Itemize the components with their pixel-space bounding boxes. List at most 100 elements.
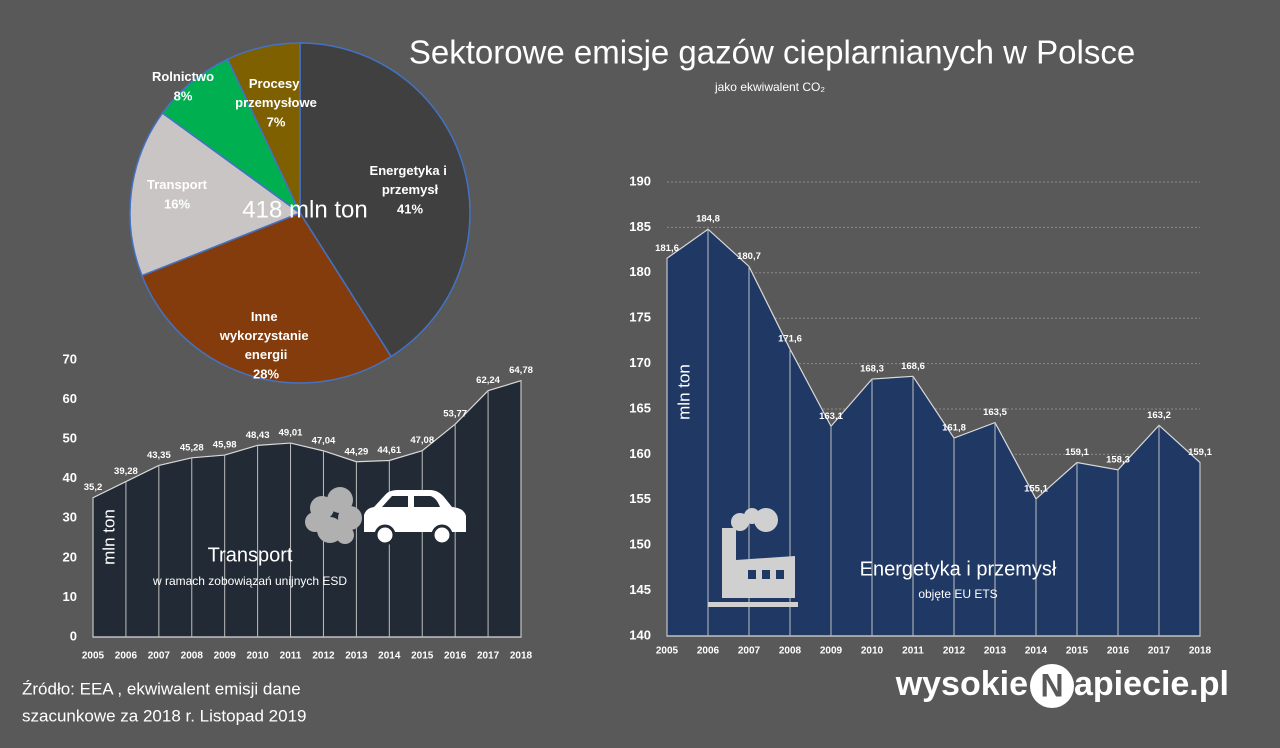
x-tick-label: 2011 [902,646,924,657]
x-tick-label: 2018 [510,651,533,662]
y-tick-label: 70 [63,351,77,366]
chart-title: Energetyka i przemysł [860,558,1057,580]
data-label: 168,3 [860,364,884,375]
data-label: 48,43 [246,430,270,441]
y-axis-label: mln ton [99,509,118,565]
x-tick-label: 2010 [861,646,884,657]
x-tick-label: 2014 [378,651,401,662]
y-tick-label: 10 [63,589,77,604]
x-tick-label: 2009 [820,646,843,657]
logo-mark: N [1040,667,1063,703]
x-tick-label: 2016 [1107,646,1130,657]
slice-value: 8% [174,88,193,103]
x-tick-label: 2016 [444,651,467,662]
x-tick-label: 2006 [115,651,138,662]
y-tick-label: 50 [63,431,77,446]
chart-subtitle: objęte EU ETS [918,587,997,601]
x-tick-label: 2017 [477,651,500,662]
x-tick-label: 2007 [738,646,761,657]
y-tick-label: 155 [629,491,651,506]
data-label: 171,6 [778,334,802,345]
data-label: 163,1 [819,411,843,422]
x-tick-label: 2005 [656,646,679,657]
factory-windows [748,570,784,579]
cloud-icon [305,487,362,544]
data-label: 49,01 [279,428,303,439]
slice-label: Procesy przemysłowe [235,76,317,110]
pie-slice [140,212,393,384]
y-tick-label: 165 [629,400,651,415]
data-label: 181,6 [655,243,679,254]
pie-slice [226,42,301,214]
x-tick-label: 2015 [411,651,434,662]
chart-subtitle: w ramach zobowiązań unijnych ESD [152,574,347,588]
data-label: 161,8 [942,423,966,434]
x-tick-label: 2009 [214,651,237,662]
slice-value: 41% [397,201,423,216]
data-label: 168,6 [901,361,925,372]
chart-title: Transport [208,544,293,566]
y-tick-label: 40 [63,470,77,485]
pie-slice [299,42,471,358]
x-tick-label: 2013 [984,646,1007,657]
data-label: 159,1 [1065,447,1089,458]
data-label: 47,04 [312,435,336,446]
x-tick-label: 2008 [779,646,802,657]
x-tick-label: 2007 [148,651,171,662]
x-tick-label: 2013 [345,651,368,662]
center-label: 418 mln ton [242,196,367,223]
y-tick-label: 140 [629,627,651,642]
data-label: 35,2 [84,482,103,493]
y-tick-label: 60 [63,391,77,406]
y-tick-label: 170 [629,355,651,370]
slice-label: Transport [147,177,208,192]
y-axis-label: mln ton [674,364,693,420]
slice-label: Rolnictwo [152,69,214,84]
data-label: 184,8 [696,214,720,225]
source-line: Źródło: EEA , ekwiwalent emisji dane [22,679,301,698]
logo-left: wysokie [895,665,1028,703]
y-tick-label: 180 [629,264,651,279]
x-tick-label: 2017 [1148,646,1171,657]
slice-label: Energetyka i przemysł [370,163,451,197]
data-label: 44,29 [344,446,368,457]
x-tick-label: 2005 [82,651,105,662]
data-label: 159,1 [1188,447,1212,458]
x-tick-label: 2010 [246,651,269,662]
y-tick-label: 30 [63,510,77,525]
logo-circle [1030,664,1074,708]
data-label: 163,5 [983,407,1007,418]
x-tick-label: 2018 [1189,646,1212,657]
logo-right: apiecie.pl [1074,665,1229,703]
main-title: Sektorowe emisje gazów cieplarnianych w … [409,34,1135,71]
data-label: 155,1 [1024,483,1048,494]
data-label: 64,78 [509,365,533,376]
data-label: 45,28 [180,442,204,453]
slice-value: 16% [164,196,190,211]
y-tick-label: 185 [629,219,651,234]
y-tick-label: 150 [629,537,651,552]
data-label: 39,28 [114,466,138,477]
data-label: 47,08 [410,435,434,446]
pie-slice [129,112,302,277]
y-tick-label: 0 [70,628,77,643]
slice-value: 28% [253,366,279,381]
data-label: 180,7 [737,251,761,262]
x-tick-label: 2015 [1066,646,1089,657]
x-tick-label: 2012 [943,646,966,657]
x-tick-label: 2008 [181,651,204,662]
slice-value: 7% [267,114,286,129]
data-label: 158,3 [1106,454,1130,465]
data-label: 163,2 [1147,410,1171,421]
y-tick-label: 190 [629,173,651,188]
x-tick-label: 2006 [697,646,720,657]
data-label: 44,61 [377,445,401,456]
slice-label: Inne wykorzystanie energii [219,309,313,362]
x-tick-label: 2014 [1025,646,1048,657]
subtitle: jako ekwiwalent CO₂ [714,80,825,94]
y-tick-label: 20 [63,549,77,564]
x-tick-label: 2011 [280,651,302,662]
y-tick-label: 145 [629,582,651,597]
x-tick-label: 2012 [312,651,335,662]
